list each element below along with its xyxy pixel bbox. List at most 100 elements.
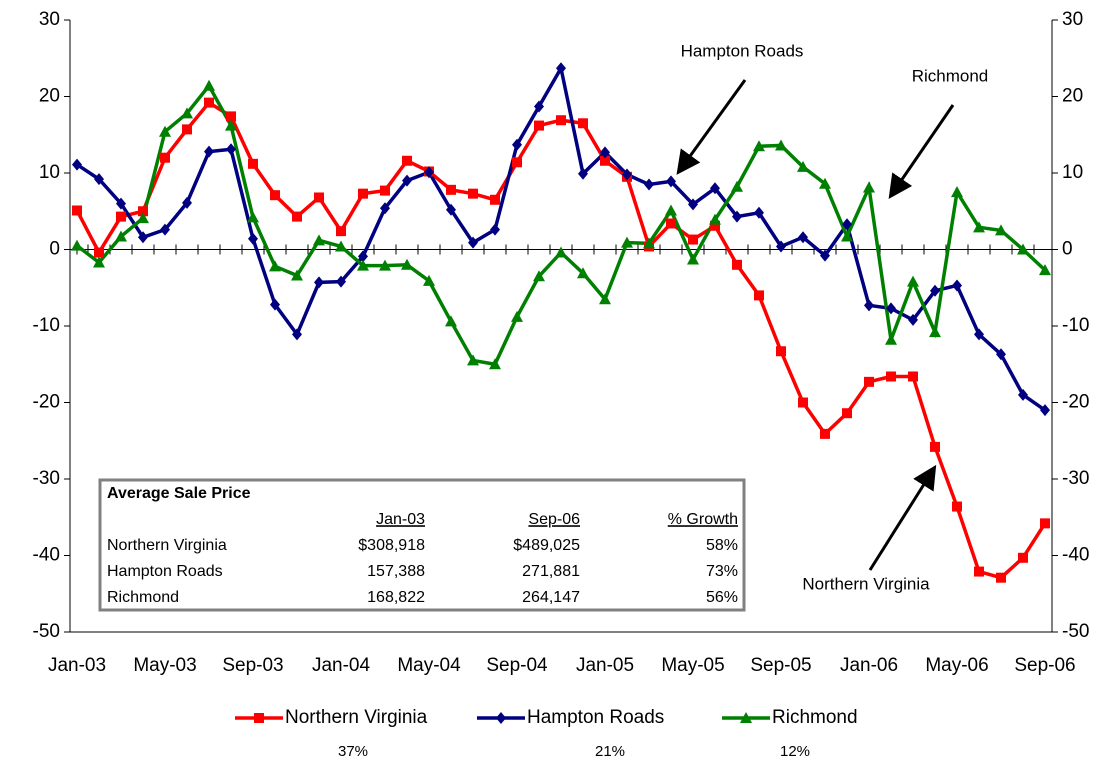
point <box>468 188 478 199</box>
point <box>930 284 940 297</box>
table-cell: $308,918 <box>358 537 425 554</box>
point <box>489 358 501 370</box>
legend-marker <box>496 712 506 724</box>
point <box>622 168 632 181</box>
annotation-arrow <box>676 79 747 175</box>
point <box>512 157 522 168</box>
table-cell: 168,822 <box>367 589 425 606</box>
point <box>621 236 633 248</box>
point <box>731 180 743 192</box>
legend-note: 37% <box>338 743 368 760</box>
point <box>885 333 897 345</box>
point <box>402 174 412 187</box>
legend-note: 21% <box>595 743 625 760</box>
y2-tick-label: 20 <box>1062 86 1083 107</box>
point <box>710 220 720 231</box>
y2-tick-label: -40 <box>1062 545 1089 566</box>
point <box>666 218 676 229</box>
point <box>357 259 369 271</box>
point <box>181 107 193 119</box>
point <box>1039 264 1051 276</box>
point <box>600 146 610 159</box>
y2-tick-label: -10 <box>1062 315 1089 336</box>
point <box>248 232 258 245</box>
point <box>401 258 413 270</box>
point <box>886 371 896 382</box>
x-tick-label: May-06 <box>925 655 988 676</box>
point <box>72 205 82 216</box>
point <box>644 178 654 191</box>
point <box>842 218 852 231</box>
x-tick-label: Sep-03 <box>222 655 283 676</box>
point <box>534 120 544 131</box>
point <box>94 173 104 186</box>
point <box>203 79 215 91</box>
point <box>996 348 1006 361</box>
point <box>578 167 588 180</box>
point <box>402 155 412 166</box>
x-tick-label: Sep-04 <box>486 655 548 676</box>
point <box>467 354 479 366</box>
point <box>93 256 105 268</box>
table-column: % Growth <box>668 511 738 528</box>
annotation-arrow <box>888 104 955 199</box>
point <box>929 326 941 338</box>
point <box>1018 388 1028 401</box>
point <box>819 177 831 189</box>
point <box>138 206 148 217</box>
table-box <box>98 478 746 612</box>
y2-tick-label: 30 <box>1062 9 1083 30</box>
point <box>336 275 346 288</box>
point <box>578 118 588 129</box>
point <box>380 202 390 215</box>
y-tick-label: -40 <box>33 545 60 566</box>
point <box>864 376 874 387</box>
point <box>292 328 302 341</box>
point <box>71 239 83 251</box>
point <box>533 270 545 282</box>
point <box>973 221 985 233</box>
point <box>226 111 236 122</box>
x-tick-label: Jan-05 <box>576 655 634 676</box>
point <box>974 566 984 577</box>
point <box>754 206 764 219</box>
table-row-label: Hampton Roads <box>107 563 223 580</box>
legend-marker <box>254 713 264 723</box>
point <box>709 213 721 225</box>
point <box>358 188 368 199</box>
series-line <box>75 82 1047 367</box>
y-tick-label: -10 <box>33 315 60 336</box>
y2-tick-label: 10 <box>1062 162 1083 183</box>
x-tick-label: Jan-03 <box>48 655 106 676</box>
point <box>666 175 676 188</box>
y-tick-label: 20 <box>39 86 60 107</box>
point <box>313 234 325 246</box>
point <box>907 275 919 287</box>
point <box>908 313 918 326</box>
table-column: Jan-03 <box>376 511 425 528</box>
y-tick-label: -50 <box>33 621 60 642</box>
x-tick-label: May-03 <box>133 655 196 676</box>
legend-marker <box>740 712 752 723</box>
table-row-label: Northern Virginia <box>107 537 227 554</box>
point <box>511 310 523 322</box>
point <box>952 279 962 292</box>
point <box>643 237 655 249</box>
point <box>248 158 258 169</box>
legend-label: Northern Virginia <box>285 707 428 728</box>
table-cell: 264,147 <box>522 589 580 606</box>
point <box>291 269 303 281</box>
point <box>314 192 324 203</box>
point <box>358 250 368 263</box>
table-row-label: Richmond <box>107 589 179 606</box>
point <box>996 572 1006 583</box>
point <box>335 240 347 252</box>
annotation: Northern Virginia <box>802 574 930 593</box>
point <box>556 115 566 126</box>
point <box>732 259 742 270</box>
point <box>952 501 962 512</box>
y-tick-label: 0 <box>49 239 60 260</box>
point <box>269 260 281 272</box>
y-tick-label: -20 <box>33 392 60 413</box>
table-column: Sep-06 <box>528 511 580 528</box>
